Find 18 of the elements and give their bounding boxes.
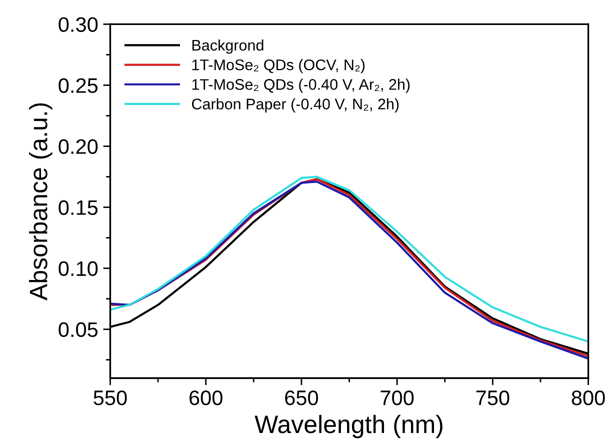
x-tick-label: 750 xyxy=(476,390,510,406)
x-axis-title: Wavelength (nm) xyxy=(254,414,442,438)
y-tick-label: 0.25 xyxy=(58,78,98,93)
x-tick-label: 550 xyxy=(94,390,127,406)
x-tick-label: 650 xyxy=(285,390,318,406)
y-tick-label: 0.20 xyxy=(58,139,98,154)
legend-label: 1T-MoSe₂ QDs (OCV, N₂) xyxy=(192,59,365,74)
x-tick-label: 700 xyxy=(380,390,414,406)
x-tick-label: 800 xyxy=(572,390,605,406)
y-tick-label: 0.05 xyxy=(58,322,98,338)
legend-label: Backgrond xyxy=(192,39,264,54)
y-tick-label: 0.15 xyxy=(58,200,98,216)
y-tick-label: 0.10 xyxy=(58,261,98,276)
legend-label: 1T-MoSe₂ QDs (-0.40 V, Ar₂, 2h) xyxy=(192,78,410,93)
y-tick-label: 0.30 xyxy=(58,17,98,32)
x-tick-label: 600 xyxy=(190,390,222,406)
y-axis-title: Absorbance (a.u.) xyxy=(29,103,52,300)
legend-label: Carbon Paper (-0.40 V, N₂, 2h) xyxy=(192,98,399,112)
